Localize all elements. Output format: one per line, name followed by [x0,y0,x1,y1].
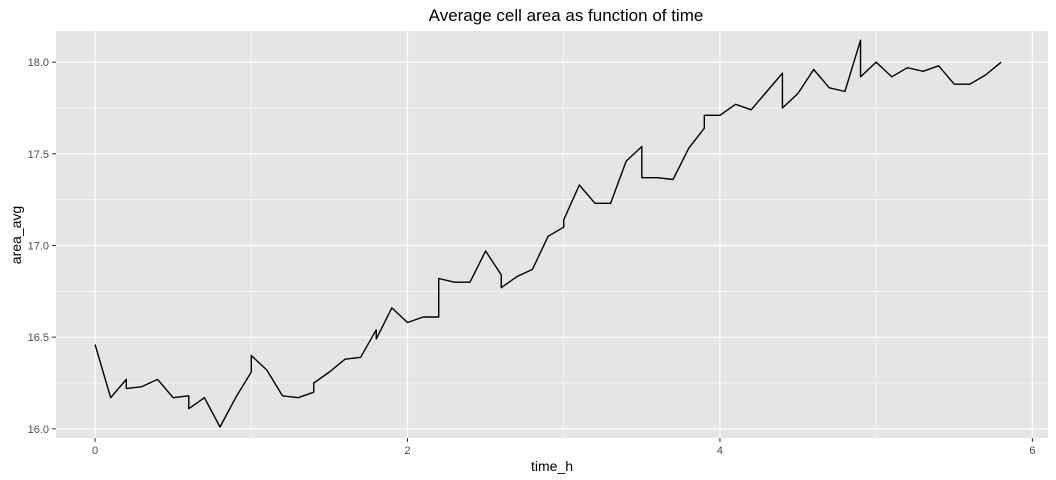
y-tick-label: 16.0 [28,424,49,436]
y-tick-label: 17.0 [28,241,49,253]
chart-title: Average cell area as function of time [429,6,704,25]
y-tick-label: 17.5 [28,149,49,161]
y-axis-title: area_avg [8,206,24,264]
x-tick-label: 0 [92,445,98,457]
x-axis: 0 2 4 6 [92,438,1035,457]
y-tick-label: 18.0 [28,57,49,69]
major-gridlines [56,31,1048,438]
x-tick-label: 6 [1029,445,1035,457]
x-axis-title: time_h [531,458,573,474]
minor-gridlines [56,31,1048,438]
x-tick-label: 4 [717,445,723,457]
y-axis: 16.0 16.5 17.0 17.5 18.0 [28,57,56,436]
y-tick-label: 16.5 [28,332,49,344]
x-tick-label: 2 [404,445,410,457]
series-group [94,39,1002,428]
series-line-0 [94,39,1002,428]
